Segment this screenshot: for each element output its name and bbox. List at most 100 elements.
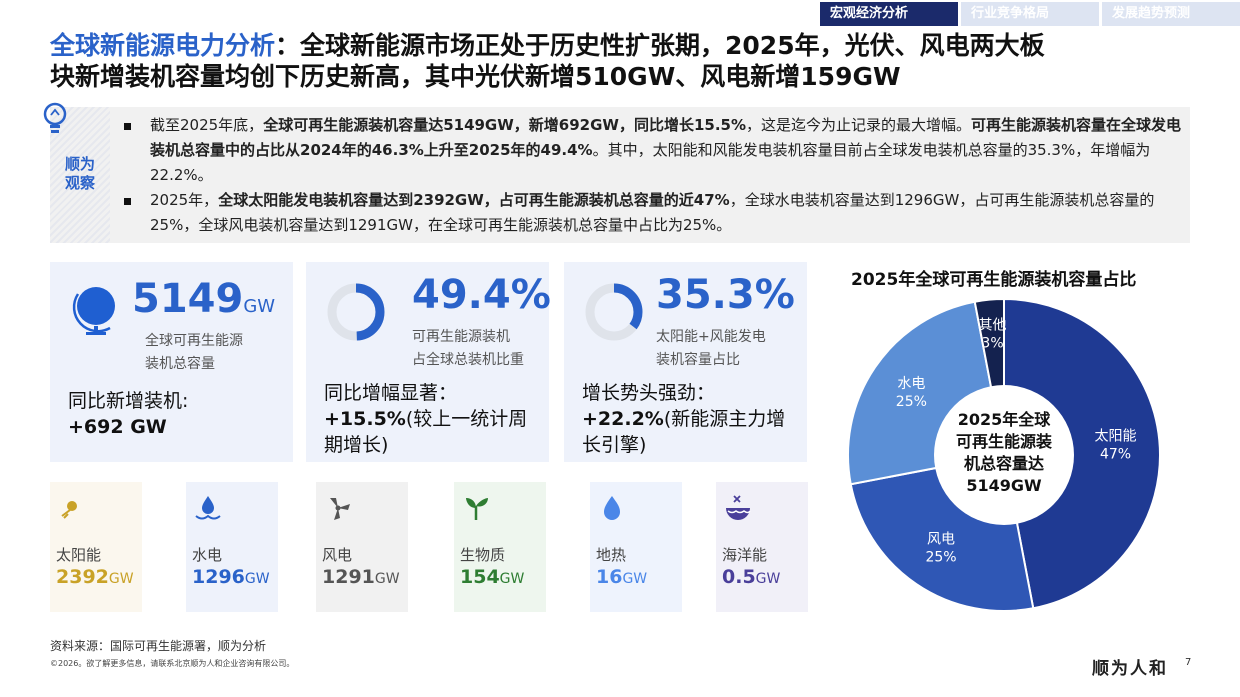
energy-tile-3: 生物质 154GW — [454, 482, 546, 612]
energy-tile-label: 水电 — [192, 546, 223, 564]
energy-tile-value: 1296GW — [192, 566, 270, 588]
energy-tile-0: 太阳能 2392GW — [50, 482, 142, 612]
energy-tile-value: 16GW — [596, 566, 648, 588]
observation-bullet-2: 2025年，全球太阳能发电装机容量达到2392GW，占可再生能源装机总容量的近4… — [122, 188, 1182, 238]
kpi-total-sub2: 装机总容量 — [145, 356, 215, 372]
pie-label-name-1: 风电 — [927, 532, 955, 548]
observation-bullet-1: 截至2025年底，全球可再生能源装机容量达5149GW，新增692GW，同比增长… — [122, 113, 1182, 188]
ring-icon-solar-wind — [585, 283, 643, 341]
kpi-total-sub: 全球可再生能源 装机总容量 — [145, 330, 243, 376]
kpi-share-desc1: 同比增幅显著： — [324, 382, 458, 404]
energy-tile-1: 水电 1296GW — [186, 482, 278, 612]
energy-tile-label: 地热 — [596, 546, 627, 564]
energy-tile-value: 1291GW — [322, 566, 400, 588]
kpi-solar-wind-desc: 增长势头强劲： +22.2%(新能源主力增 长引擎) — [582, 380, 785, 458]
water-icon — [195, 496, 221, 520]
kpi-sw-desc3: 长引擎) — [582, 434, 647, 456]
kpi-card-share: 49.4% 可再生能源装机 占全球总装机比重 同比增幅显著： +15.5%(较上一统… — [306, 262, 551, 462]
energy-tile-5: 海洋能 0.5GW — [716, 482, 808, 612]
kpi-total-number: 5149 — [132, 276, 244, 322]
energy-tile-label: 风电 — [322, 546, 353, 564]
lightbulb-icon — [43, 102, 67, 133]
pie-center-label-2: 机总容量达 — [964, 454, 1044, 473]
title-line2: 块新增装机容量均创下历史新高，其中光伏新增510GW、风电新增159GW — [50, 62, 901, 91]
obs-b1-text1: 截至2025年底， — [150, 116, 264, 134]
kpi-sw-sub1: 太阳能+风能发电 — [656, 329, 766, 345]
obs-b2-text1: 2025年， — [150, 191, 219, 209]
globe-icon — [72, 287, 115, 335]
title-highlight: 全球新能源电力分析 — [50, 31, 276, 60]
pie-label-name-0: 太阳能 — [1095, 428, 1137, 444]
kpi-total-value: 5149GW — [132, 276, 275, 322]
observation-text: 截至2025年底，全球可再生能源装机容量达5149GW，新增692GW，同比增长… — [122, 113, 1182, 238]
energy-tile-value: 2392GW — [56, 566, 134, 588]
copyright-note: ©2026。欲了解更多信息，请联系北京顺为人和企业咨询有限公司。 — [50, 659, 295, 668]
energy-tile-4: 地热 16GW — [590, 482, 682, 612]
kpi-share-desc2: (较上一统计周 — [405, 408, 528, 430]
observation-box: 顺为观察 截至2025年底，全球可再生能源装机容量达5149GW，新增692GW… — [43, 102, 1190, 243]
energy-tile-label: 海洋能 — [722, 546, 768, 564]
flame-icon — [604, 496, 620, 520]
pie-label-label-0: 47% — [1100, 446, 1131, 462]
energy-tile-2: 风电 1291GW — [316, 482, 408, 612]
pie-center-label-1: 可再生能源装 — [956, 432, 1052, 451]
chart-title: 2025年全球可再生能源装机容量占比 — [851, 270, 1137, 290]
pie-slice-0 — [1003, 297, 1161, 610]
obs-b2-bold1: 全球太阳能发电装机容量达到2392GW，占可再生能源装机总容量的近47% — [218, 191, 730, 209]
obs-b2-text2: ，全球水电装机容量达到1296GW，占可再生能源装机总容量的25%，全球风电装机… — [150, 191, 1155, 234]
pie-label-label-1: 25% — [925, 550, 956, 566]
sun-icon — [61, 501, 77, 519]
pie-center-label-0: 2025年全球 — [958, 410, 1052, 429]
obs-b1-text3: 。其中，太阳能和风能发电装机容量目前占全球发电装机总容量的35.3%，年增幅为2… — [150, 141, 1151, 184]
top-tabs: 宏观经济分析 行业竞争格局 发展趋势预测 — [820, 2, 1240, 26]
wind-icon — [330, 498, 350, 520]
tab-competition[interactable]: 行业竞争格局 — [961, 2, 1099, 26]
kpi-total-unit: GW — [243, 296, 276, 317]
ring-icon-share — [327, 283, 385, 341]
obs-b1-text2: ，这是迄今为止记录的最大增幅。 — [746, 116, 972, 134]
kpi-sw-sub2: 装机容量占比 — [656, 352, 740, 368]
kpi-solar-wind-value: 35.3% — [656, 272, 795, 318]
pie-center-label-3: 5149GW — [966, 476, 1042, 495]
tab-macro[interactable]: 宏观经济分析 — [820, 2, 958, 26]
kpi-sw-desc1: 增长势头强劲： — [582, 382, 716, 404]
ocean-icon — [726, 495, 751, 520]
kpi-share-desc2b: +15.5% — [324, 408, 406, 430]
kpi-share-desc: 同比增幅显著： +15.5%(较上一统计周 期增长) — [324, 380, 527, 458]
pie-label-label-3: 3% — [981, 336, 1003, 352]
kpi-sw-desc2: (新能源主力增 — [663, 408, 786, 430]
observation-sidebar — [50, 107, 110, 243]
pie-chart: 太阳能 47% 风电 25% 水电 25% 其他 3% 2025年全球 可再生能源装 机总容量达 51… — [846, 297, 1162, 613]
kpi-total-desc2: +692 GW — [68, 416, 167, 438]
kpi-share-sub1: 可再生能源装机 — [412, 329, 510, 345]
obs-b1-bold1: 全球可再生能源装机容量达5149GW，新增692GW，同比增长15.5% — [263, 116, 747, 134]
energy-tile-label: 太阳能 — [56, 546, 102, 564]
kpi-card-solar-wind: 35.3% 太阳能+风能发电 装机容量占比 增长势头强劲： +22.2%(新能源主力… — [564, 262, 807, 462]
energy-tile-label: 生物质 — [460, 546, 506, 564]
page-number: 7 — [1185, 657, 1192, 668]
pie-label-label-2: 25% — [896, 394, 927, 410]
kpi-share-sub2: 占全球总装机比重 — [412, 352, 524, 368]
energy-tile-value: 154GW — [460, 566, 525, 588]
pie-center-hole — [934, 385, 1074, 525]
kpi-card-total: 5149GW 全球可再生能源 装机总容量 同比新增装机: +692 GW — [50, 262, 293, 462]
page-title: 全球新能源电力分析：全球新能源市场正处于历史性扩张期，2025年，光伏、风电两大… — [50, 30, 1200, 92]
kpi-total-sub1: 全球可再生能源 — [145, 333, 243, 349]
pie-label-name-3: 其他 — [979, 318, 1007, 334]
obs-b1-bold2: 可再生能源装机容量在全球发电装机总容量中的占比从2024年的46.3%上升至20… — [150, 116, 1182, 159]
pie-label-name-2: 水电 — [897, 376, 925, 392]
observation-label: 顺为观察 — [64, 155, 95, 192]
kpi-sw-desc2b: +22.2% — [582, 408, 664, 430]
kpi-solar-wind-sub: 太阳能+风能发电 装机容量占比 — [656, 326, 766, 372]
kpi-total-desc1: 同比新增装机: — [68, 390, 189, 412]
brand-logo: 顺为人和 — [1092, 659, 1168, 679]
kpi-share-value: 49.4% — [412, 272, 551, 318]
source-note: 资料来源：国际可再生能源署，顺为分析 — [50, 639, 267, 653]
kpi-share-sub: 可再生能源装机 占全球总装机比重 — [412, 326, 524, 372]
kpi-total-desc: 同比新增装机: +692 GW — [68, 388, 188, 440]
tab-trend[interactable]: 发展趋势预测 — [1102, 2, 1240, 26]
kpi-share-desc3: 期增长) — [324, 434, 389, 456]
energy-tile-value: 0.5GW — [722, 566, 781, 588]
leaf-icon — [466, 498, 488, 520]
